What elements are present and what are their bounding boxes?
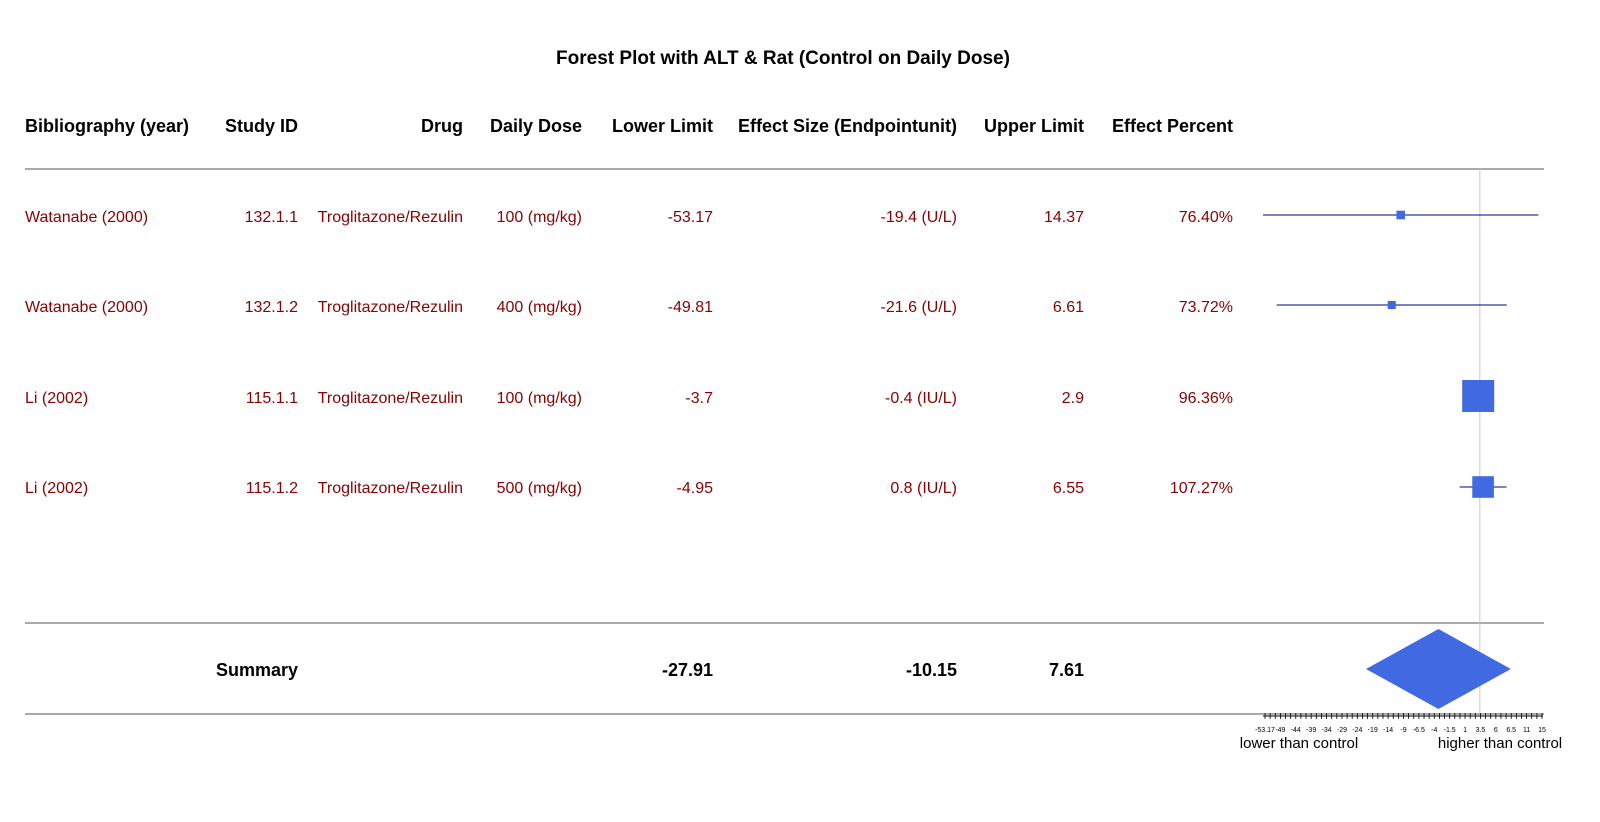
table-row: Li (2002) 115.1.2 Troglitazone/Rezulin 5…	[25, 480, 1233, 497]
cell-study-id: 132.1.1	[245, 209, 298, 226]
cell-upper-limit: 2.9	[1062, 390, 1084, 407]
cell-daily-dose: 400 (mg/kg)	[497, 299, 582, 316]
cell-effect-percent: 107.27%	[1170, 480, 1233, 497]
table-rows: Watanabe (2000) 132.1.1 Troglitazone/Rez…	[25, 209, 1233, 497]
cell-effect-percent: 96.36%	[1179, 390, 1233, 407]
tick-label: 15	[1538, 727, 1546, 734]
tick-label: -34	[1321, 727, 1331, 734]
cell-daily-dose: 100 (mg/kg)	[497, 390, 582, 407]
x-axis: -53.17 -49 -44 -39 -34 -29 -24 -19 -14 -9 -6.5 -4 -1…	[1255, 713, 1546, 734]
cell-lower-limit: -4.95	[677, 480, 714, 497]
cell-bibliography: Watanabe (2000)	[25, 209, 148, 226]
tick-label: -53.17	[1255, 727, 1275, 734]
cell-drug: Troglitazone/Rezulin	[318, 480, 463, 497]
cell-daily-dose: 500 (mg/kg)	[497, 480, 582, 497]
cell-upper-limit: 6.55	[1053, 480, 1084, 497]
summary-effect-size: -10.15	[906, 660, 957, 680]
cell-bibliography: Li (2002)	[25, 480, 88, 497]
summary-upper-limit: 7.61	[1049, 660, 1084, 680]
tick-label: -6.5	[1413, 727, 1425, 734]
cell-upper-limit: 14.37	[1044, 209, 1084, 226]
cell-upper-limit: 6.61	[1053, 299, 1084, 316]
chart-title: Forest Plot with ALT & Rat (Control on D…	[556, 48, 1010, 69]
header-effect-percent: Effect Percent	[1112, 116, 1233, 136]
cell-study-id: 132.1.2	[245, 299, 298, 316]
cell-lower-limit: -3.7	[685, 390, 713, 407]
summary-label: Summary	[216, 660, 298, 680]
header-bibliography: Bibliography (year)	[25, 116, 189, 136]
tick-label: -4	[1431, 727, 1437, 734]
cell-study-id: 115.1.1	[246, 390, 298, 407]
cell-study-id: 115.1.2	[246, 480, 298, 497]
cell-effect-percent: 76.40%	[1179, 209, 1233, 226]
cell-drug: Troglitazone/Rezulin	[318, 390, 463, 407]
table-row: Li (2002) 115.1.1 Troglitazone/Rezulin 1…	[25, 390, 1233, 407]
tick-label: -19	[1368, 727, 1378, 734]
header-daily-dose: Daily Dose	[490, 116, 582, 136]
cell-effect-size: -21.6 (U/L)	[881, 299, 957, 316]
effect-marker	[1472, 476, 1494, 498]
tick-label: 6.5	[1506, 727, 1516, 734]
header-upper-limit: Upper Limit	[984, 116, 1084, 136]
header-study-id: Study ID	[225, 116, 298, 136]
cell-lower-limit: -53.17	[668, 209, 713, 226]
tick-label: 1	[1463, 727, 1467, 734]
cell-drug: Troglitazone/Rezulin	[318, 209, 463, 226]
tick-label: -44	[1291, 727, 1301, 734]
plot-area	[1263, 169, 1539, 714]
tick-label: -29	[1337, 727, 1347, 734]
tick-label: 3.5	[1476, 727, 1486, 734]
effect-marker	[1396, 210, 1406, 220]
header-drug: Drug	[421, 116, 463, 136]
header-lower-limit: Lower Limit	[612, 116, 713, 136]
cell-effect-size: -19.4 (U/L)	[881, 209, 957, 226]
table-row: Watanabe (2000) 132.1.1 Troglitazone/Rez…	[25, 209, 1233, 226]
higher-than-control-label: higher than control	[1438, 735, 1562, 752]
summary-lower-limit: -27.91	[662, 660, 713, 680]
column-headers: Bibliography (year) Study ID Drug Daily …	[25, 116, 1233, 136]
tick-label: -24	[1352, 727, 1362, 734]
tick-label: -39	[1306, 727, 1316, 734]
cell-effect-percent: 73.72%	[1179, 299, 1233, 316]
cell-daily-dose: 100 (mg/kg)	[497, 209, 582, 226]
lower-than-control-label: lower than control	[1240, 735, 1358, 752]
summary-row: Summary -27.91 -10.15 7.61	[216, 660, 1084, 680]
cell-bibliography: Li (2002)	[25, 390, 88, 407]
effect-marker	[1462, 380, 1495, 412]
table-row: Watanabe (2000) 132.1.2 Troglitazone/Rez…	[25, 299, 1233, 316]
cell-drug: Troglitazone/Rezulin	[318, 299, 463, 316]
tick-label: -14	[1383, 727, 1393, 734]
cell-effect-size: -0.4 (IU/L)	[885, 390, 957, 407]
summary-diamond	[1366, 629, 1511, 709]
cell-effect-size: 0.8 (IU/L)	[890, 480, 957, 497]
tick-label: 11	[1523, 727, 1530, 734]
header-effect-size: Effect Size (Endpointunit)	[738, 116, 957, 136]
tick-label: -49	[1275, 727, 1285, 734]
tick-label: -1.5	[1444, 727, 1456, 734]
effect-marker	[1387, 300, 1396, 310]
cell-bibliography: Watanabe (2000)	[25, 299, 148, 316]
tick-label: -9	[1400, 727, 1406, 734]
tick-label: 6	[1494, 727, 1498, 734]
cell-lower-limit: -49.81	[668, 299, 713, 316]
